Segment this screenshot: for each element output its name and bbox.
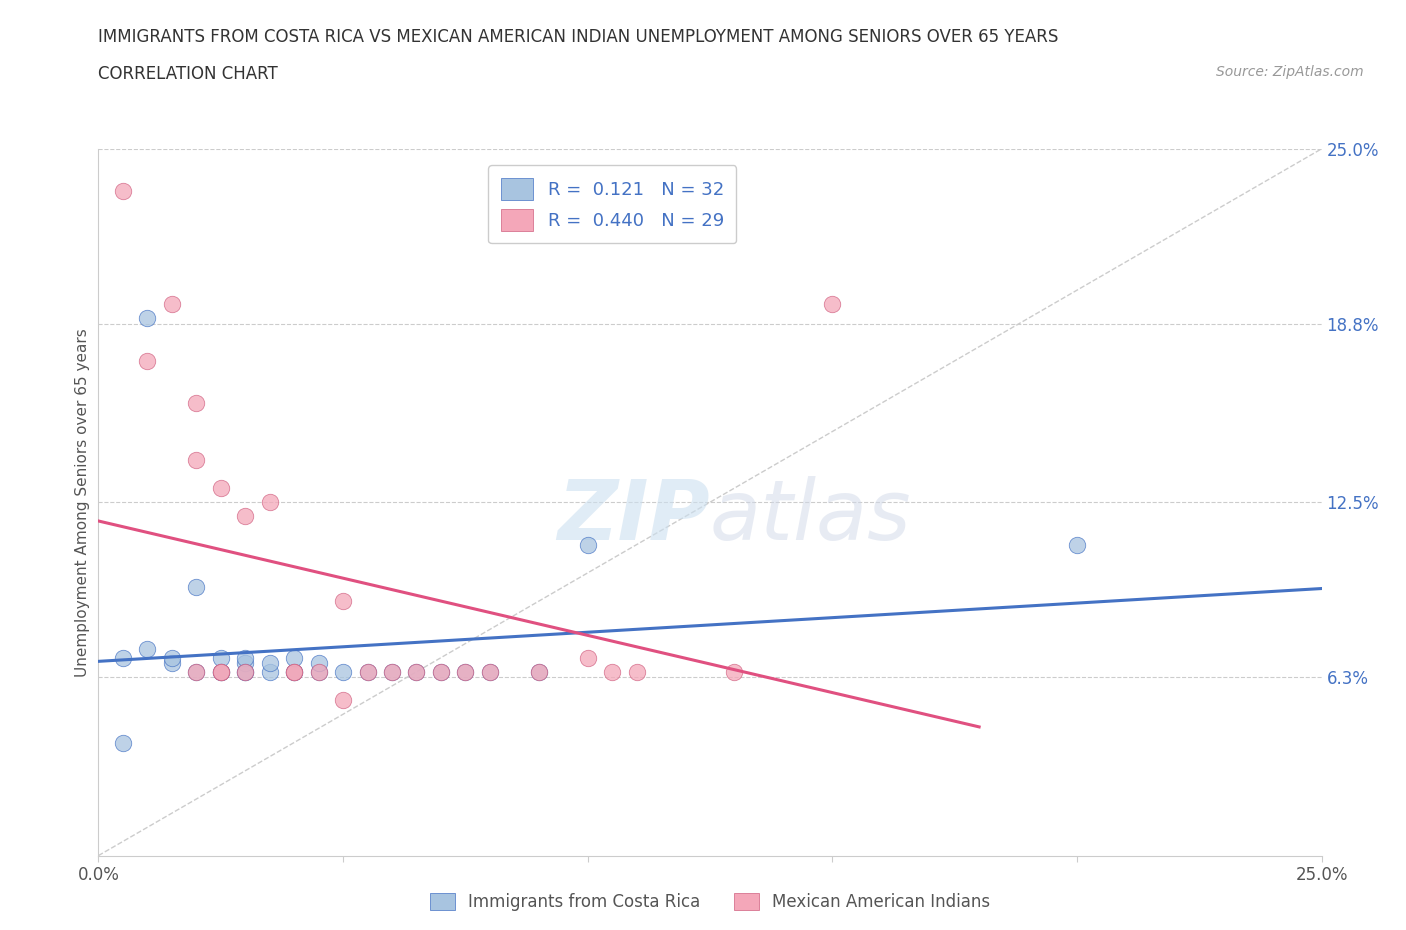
Point [308,664,330,679]
Point [356,664,378,679]
Point [821,297,844,312]
Point [160,650,183,665]
Point [283,664,305,679]
Y-axis label: Unemployment Among Seniors over 65 years: Unemployment Among Seniors over 65 years [75,328,90,677]
Point [381,664,404,679]
Point [160,297,183,312]
Point [356,664,378,679]
Point [233,664,256,679]
Point [209,664,232,679]
Point [405,664,427,679]
Point [576,538,599,552]
Point [430,664,453,679]
Point [209,650,232,665]
Point [283,664,305,679]
Point [259,495,281,510]
Point [186,579,208,594]
Point [478,664,501,679]
Point [186,664,208,679]
Point [381,664,404,679]
Point [186,664,208,679]
Point [233,509,256,524]
Text: IMMIGRANTS FROM COSTA RICA VS MEXICAN AMERICAN INDIAN UNEMPLOYMENT AMONG SENIORS: IMMIGRANTS FROM COSTA RICA VS MEXICAN AM… [98,28,1059,46]
Point [478,664,501,679]
Point [405,664,427,679]
Point [233,656,256,671]
Point [259,664,281,679]
Point [160,656,183,671]
Text: CORRELATION CHART: CORRELATION CHART [98,65,278,83]
Point [283,664,305,679]
Point [308,656,330,671]
Point [209,664,232,679]
Point [283,664,305,679]
Point [209,664,232,679]
Point [233,650,256,665]
Point [259,656,281,671]
Point [600,664,623,679]
Point [283,650,305,665]
Point [209,481,232,496]
Text: Source: ZipAtlas.com: Source: ZipAtlas.com [1216,65,1364,79]
Point [332,664,354,679]
Point [626,664,648,679]
Point [454,664,477,679]
Point [1066,538,1088,552]
Point [308,664,330,679]
Text: ZIP: ZIP [557,476,710,557]
Legend: Immigrants from Costa Rica, Mexican American Indians: Immigrants from Costa Rica, Mexican Amer… [423,886,997,918]
Point [111,735,134,750]
Point [136,353,159,368]
Point [723,664,745,679]
Point [136,311,159,325]
Point [136,642,159,657]
Point [186,396,208,411]
Point [454,664,477,679]
Point [233,664,256,679]
Point [527,664,550,679]
Point [111,184,134,199]
Point [332,593,354,608]
Point [186,452,208,467]
Point [430,664,453,679]
Point [111,650,134,665]
Point [209,664,232,679]
Text: atlas: atlas [710,476,911,557]
Point [332,693,354,708]
Point [233,664,256,679]
Point [527,664,550,679]
Point [576,650,599,665]
